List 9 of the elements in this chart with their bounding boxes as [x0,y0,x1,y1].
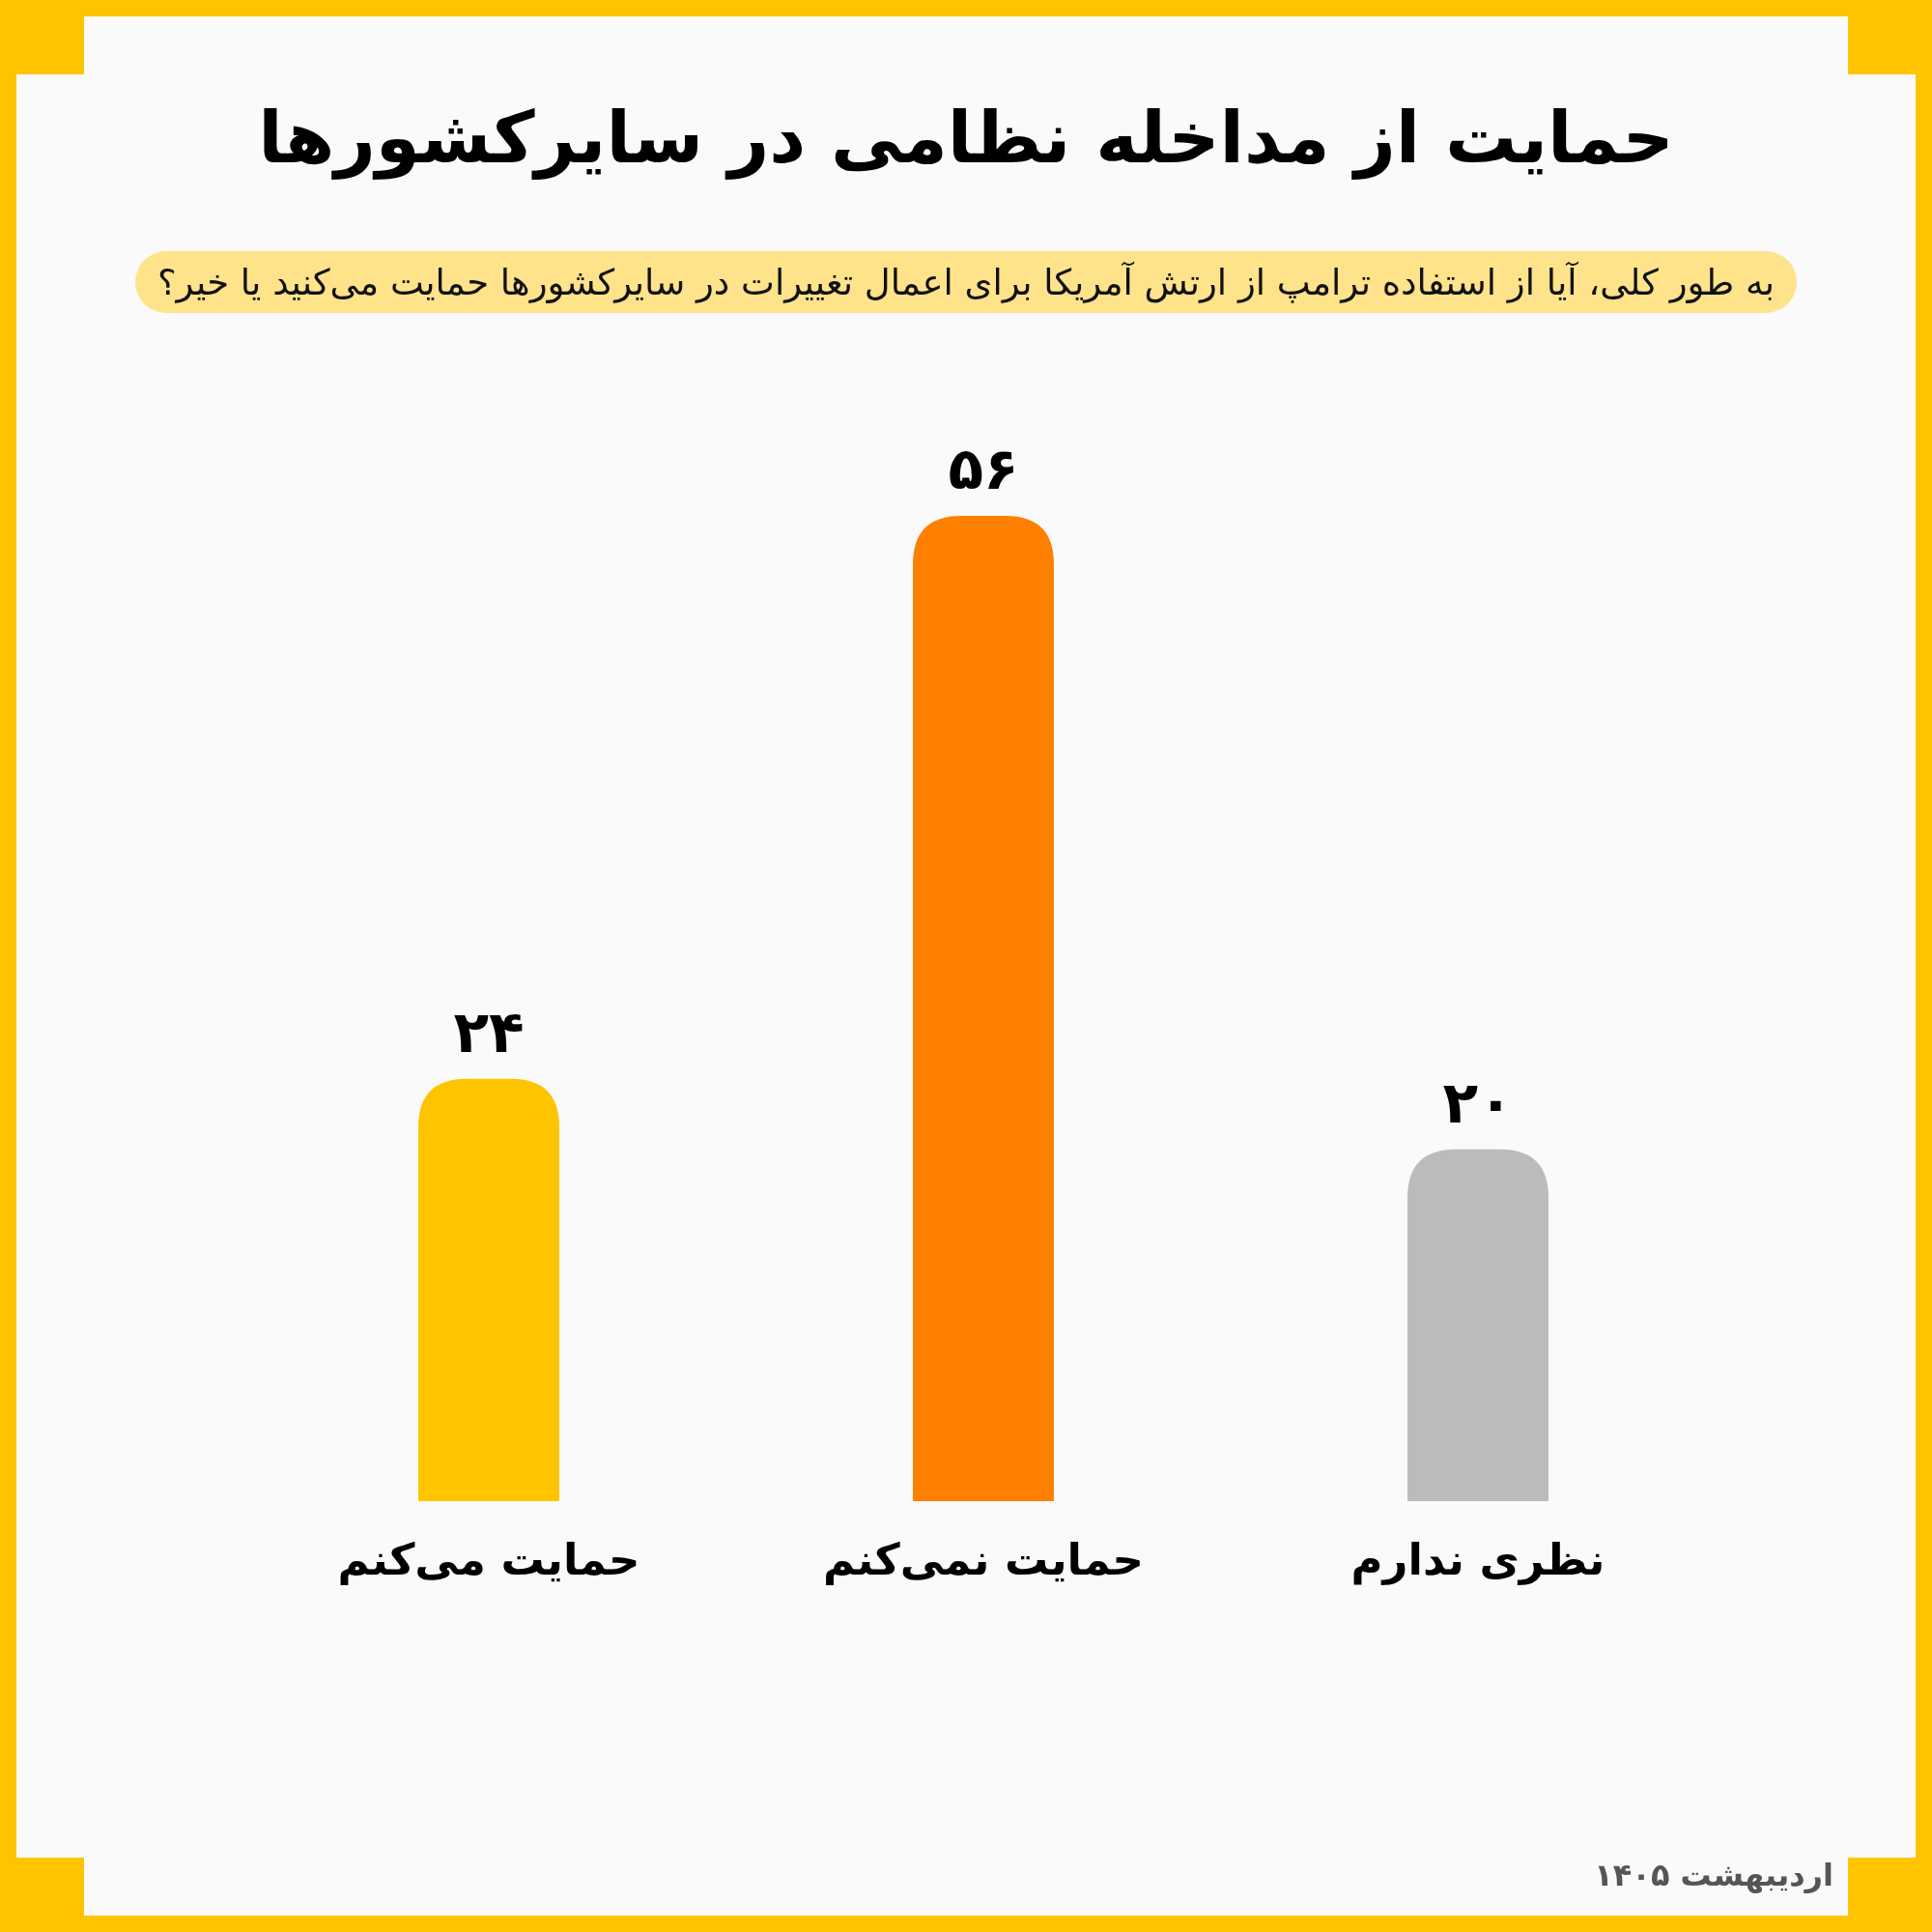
x-tick-label: حمایت نمی‌کنم [822,1534,1145,1585]
data-label: ۵۶ [948,435,1019,502]
chart-subtitle: به طور کلی، آیا از استفاده ترامپ از ارتش آمریکا برای اعمال تغییرات در سایرکشورها حمایت می‌کنید یا خیر؟ [156,261,1776,303]
data-label: ۲۰ [1442,1067,1514,1136]
text: اردیبهشت ۱۴۰۵ [1594,1857,1833,1893]
data-label: ۲۴ [453,997,525,1065]
chart-title: حمایت از مداخله نظامی در سایرکشورها [258,96,1674,181]
x-tick-label: حمایت می‌کنم [337,1534,640,1585]
x-tick-label: نظری ندارم [1350,1534,1605,1585]
